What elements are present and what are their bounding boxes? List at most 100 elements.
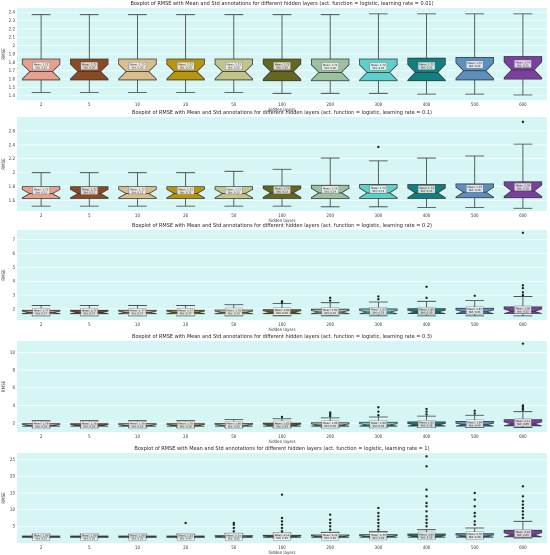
outlier-point: [184, 521, 187, 525]
x-tick-label: 300: [375, 213, 383, 218]
std-annotation: Std: 0.20: [324, 66, 336, 70]
std-annotation: Std: 0.15: [372, 189, 384, 193]
y-tick-label: 1.6: [9, 198, 16, 203]
x-tick-label: 300: [375, 545, 383, 550]
mean-annotation: Mean: 1.91: [419, 421, 434, 425]
outlier-point: [521, 503, 525, 506]
std-annotation: Std: 2.63: [517, 533, 529, 537]
std-annotation: Std: 0.18: [517, 186, 529, 190]
annotation-box: [417, 185, 436, 194]
x-tick-label: 10: [135, 545, 141, 550]
outlier-point: [377, 521, 380, 525]
y-tick-label: 8: [12, 368, 15, 373]
std-annotation: Std: 1.30: [276, 536, 288, 540]
outlier-point: [521, 510, 525, 513]
outlier-point: [425, 413, 428, 416]
x-tick-label: 10: [135, 102, 141, 107]
std-annotation: Std: 0.18: [228, 311, 240, 315]
std-annotation: Std: 0.25: [132, 537, 144, 541]
annotation-box: [273, 61, 291, 70]
x-tick-label: 500: [471, 213, 479, 218]
annotation-box: [32, 186, 50, 195]
annotation-box: [514, 529, 532, 538]
mean-annotation: Mean: 1.89: [371, 421, 386, 425]
mean-annotation: Mean: 1.78: [516, 183, 531, 187]
y-tick-label: 15: [10, 490, 16, 495]
outlier-point: [425, 525, 428, 528]
std-annotation: Std: 0.40: [469, 423, 481, 427]
outlier-point: [328, 513, 332, 516]
outlier-point: [521, 286, 525, 290]
annotation-box: [417, 306, 436, 315]
outlier-point: [377, 515, 380, 518]
std-annotation: Std: 0.20: [276, 65, 288, 69]
std-annotation: Std: 0.17: [83, 312, 95, 316]
std-annotation: Std: 0.12: [132, 190, 144, 194]
annotation-box: [466, 60, 484, 69]
annotation-box: [80, 186, 98, 195]
x-tick-label: 400: [423, 322, 431, 327]
x-tick-label: 300: [375, 322, 383, 327]
annotation-box: [417, 61, 436, 70]
x-tick-label: 20: [183, 434, 189, 439]
outlier-point: [521, 516, 525, 520]
std-annotation: Std: 0.16: [469, 188, 481, 192]
annotation-box: [32, 307, 50, 316]
outlier-point: [377, 506, 380, 510]
x-tick-label: 500: [471, 322, 479, 327]
outlier-point: [328, 296, 332, 300]
outlier-point: [473, 523, 476, 526]
annotation-box: [32, 421, 50, 430]
annotation-box: [273, 420, 291, 429]
x-tick-label: 600: [519, 545, 527, 550]
x-tick-label: 50: [231, 322, 237, 327]
x-tick-label: 20: [183, 322, 189, 327]
annotation-box: [273, 186, 291, 194]
x-tick-label: 2: [40, 322, 43, 327]
mean-annotation: Mean: 1.74: [275, 187, 290, 191]
annotation-box: [273, 532, 291, 541]
std-annotation: Std: 0.21: [421, 65, 433, 69]
mean-annotation: Mean: 1.80: [275, 308, 290, 312]
x-tick-label: 5: [88, 545, 91, 550]
mean-annotation: Mean: 2.11: [516, 419, 531, 423]
annotation-box: [176, 421, 195, 430]
outlier-point: [473, 491, 476, 495]
mean-annotation: Mean: 1.72: [130, 62, 145, 66]
x-tick-label: 400: [423, 545, 431, 550]
y-tick-label: 1.6: [9, 76, 16, 81]
std-annotation: Std: 0.18: [132, 425, 144, 429]
std-annotation: Std: 0.12: [180, 190, 192, 194]
std-annotation: Std: 0.12: [83, 190, 95, 194]
x-tick-label: 200: [326, 434, 334, 439]
y-tick-label: 10: [10, 507, 16, 512]
mean-annotation: Mean: 1.74: [371, 186, 386, 190]
y-tick-label: 2.1: [9, 35, 16, 40]
chart-panel-5: Boxplot of RMSE with Mean and Std annota…: [1, 446, 547, 555]
mean-annotation: Mean: 1.90: [82, 534, 97, 538]
x-tick-label: 500: [471, 102, 479, 107]
outlier-point: [425, 410, 428, 413]
outlier-point: [280, 520, 284, 523]
mean-annotation: Mean: 1.77: [82, 309, 97, 313]
mean-annotation: Mean: 1.74: [419, 186, 434, 190]
std-annotation: Std: 0.12: [35, 190, 47, 194]
mean-annotation: Mean: 1.78: [82, 422, 97, 426]
std-annotation: Std: 0.21: [469, 64, 481, 68]
